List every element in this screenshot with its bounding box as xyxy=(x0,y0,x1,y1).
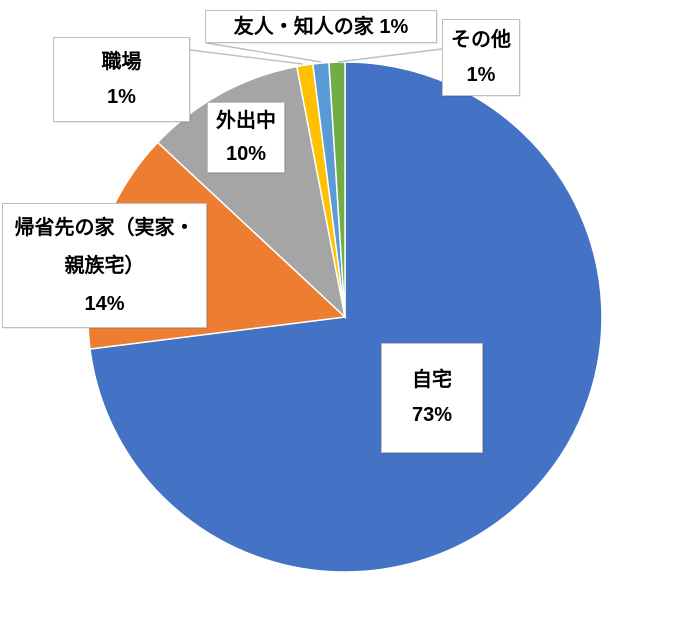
data-label-category-line1: 帰省先の家（実家・ xyxy=(14,216,195,239)
leader-line-sonota xyxy=(337,48,443,63)
data-label-parents-home: 帰省先の家（実家・ 親族宅） 14% xyxy=(2,203,207,328)
data-label-category: 職場 xyxy=(101,50,142,73)
data-label-category: 外出中 xyxy=(216,109,276,132)
leader-lines xyxy=(189,42,443,65)
leader-line-yujin xyxy=(206,42,322,63)
data-label-home: 自宅 73% xyxy=(381,343,483,453)
pie-slice-外出中 xyxy=(156,65,347,320)
data-label-percent: 10% xyxy=(225,142,267,165)
data-label-out: 外出中 10% xyxy=(207,102,285,173)
data-label-other: その他 1% xyxy=(442,19,520,96)
data-label-category-line2: 親族宅） xyxy=(64,254,145,277)
data-label-category: その他 xyxy=(451,28,511,51)
data-label-workplace: 職場 1% xyxy=(53,37,190,122)
data-label-percent: 1% xyxy=(107,85,136,108)
leader-line-shokuba xyxy=(189,49,304,65)
data-label-text: 友人・知人の家 1% xyxy=(233,15,409,38)
data-label-category: 自宅 xyxy=(412,369,452,391)
data-label-percent: 73% xyxy=(411,404,453,426)
pie-slice-その他 xyxy=(328,61,346,318)
data-label-percent: 14% xyxy=(84,292,125,315)
data-label-percent: 1% xyxy=(466,63,496,86)
data-label-friends-house: 友人・知人の家 1% xyxy=(205,10,437,43)
